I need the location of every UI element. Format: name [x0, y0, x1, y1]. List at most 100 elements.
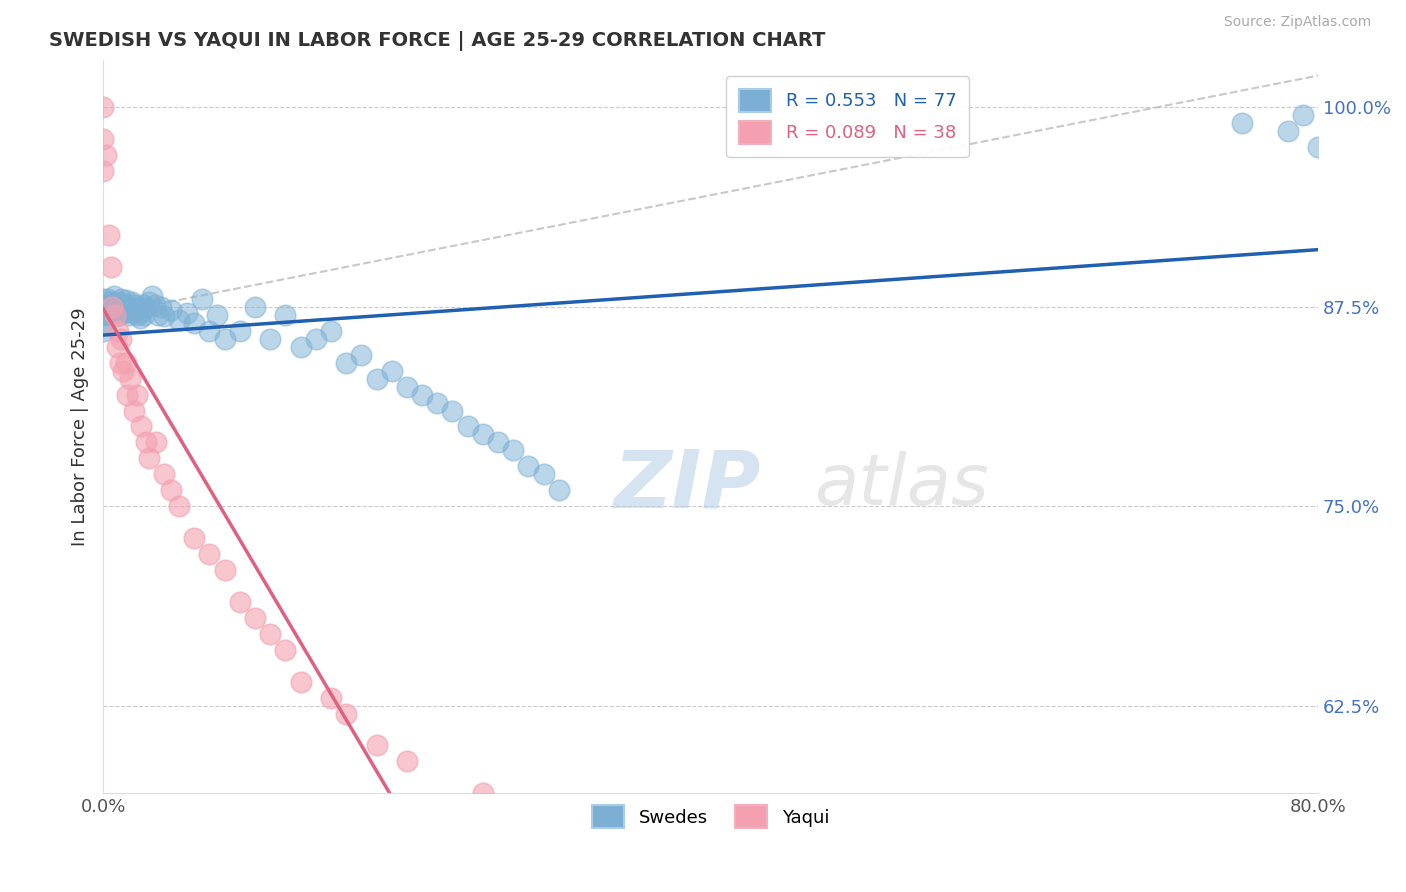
Point [183, 531, 205, 545]
Point [167, 500, 190, 514]
Point [143, 298, 166, 312]
Point [350, 348, 373, 362]
Point [117, 298, 139, 312]
Point [115, 356, 138, 370]
Point [205, 308, 228, 322]
Point [115, 293, 138, 308]
Point [107, 324, 129, 338]
Point [146, 308, 169, 322]
Point [381, 364, 404, 378]
Point [121, 295, 143, 310]
Point [124, 298, 146, 312]
Point [145, 435, 167, 450]
Point [100, 260, 122, 274]
Point [91, 308, 114, 322]
Point [243, 611, 266, 625]
Point [229, 324, 252, 338]
Point [110, 303, 132, 318]
Y-axis label: In Labor Force | Age 25-29: In Labor Force | Age 25-29 [72, 307, 89, 546]
Point [91, 132, 114, 146]
Point [91, 100, 114, 114]
Point [366, 739, 388, 753]
Point [96, 148, 118, 162]
Point [97, 292, 120, 306]
Point [122, 403, 145, 417]
Text: Source: ZipAtlas.com: Source: ZipAtlas.com [1223, 15, 1371, 29]
Point [100, 304, 122, 318]
Point [120, 301, 142, 316]
Point [104, 308, 127, 322]
Point [411, 387, 433, 401]
Point [105, 340, 128, 354]
Point [274, 308, 297, 322]
Point [486, 435, 509, 450]
Point [1277, 124, 1299, 138]
Point [243, 300, 266, 314]
Point [127, 301, 149, 316]
Point [138, 295, 160, 310]
Point [319, 690, 342, 705]
Point [176, 306, 198, 320]
Point [366, 371, 388, 385]
Point [229, 595, 252, 609]
Point [426, 395, 449, 409]
Point [107, 304, 129, 318]
Point [91, 300, 114, 314]
Point [259, 332, 281, 346]
Point [118, 308, 141, 322]
Point [1308, 140, 1330, 154]
Point [112, 300, 135, 314]
Point [135, 301, 157, 316]
Point [103, 288, 125, 302]
Point [122, 304, 145, 318]
Point [259, 627, 281, 641]
Point [134, 308, 156, 322]
Point [191, 292, 214, 306]
Point [129, 304, 152, 318]
Point [110, 332, 132, 346]
Point [125, 387, 148, 401]
Point [471, 427, 494, 442]
Point [101, 300, 124, 314]
Point [91, 324, 114, 338]
Point [96, 300, 118, 314]
Point [91, 316, 114, 330]
Point [335, 706, 357, 721]
Point [98, 308, 121, 322]
Point [110, 292, 132, 306]
Point [111, 306, 134, 320]
Point [91, 164, 114, 178]
Point [214, 563, 236, 577]
Point [305, 332, 328, 346]
Point [1230, 116, 1253, 130]
Point [517, 459, 540, 474]
Point [441, 403, 464, 417]
Point [153, 467, 176, 482]
Point [111, 364, 134, 378]
Point [101, 298, 124, 312]
Point [115, 304, 138, 318]
Point [108, 298, 131, 312]
Point [395, 755, 418, 769]
Point [138, 451, 160, 466]
Point [141, 288, 163, 302]
Point [135, 435, 157, 450]
Point [107, 295, 129, 310]
Point [128, 311, 150, 326]
Point [457, 419, 479, 434]
Point [319, 324, 342, 338]
Point [131, 298, 153, 312]
Point [120, 371, 142, 385]
Point [1292, 108, 1315, 122]
Point [290, 340, 312, 354]
Text: SWEDISH VS YAQUI IN LABOR FORCE | AGE 25-29 CORRELATION CHART: SWEDISH VS YAQUI IN LABOR FORCE | AGE 25… [49, 31, 825, 51]
Point [125, 308, 148, 322]
Point [167, 312, 190, 326]
Point [108, 356, 131, 370]
Point [91, 292, 114, 306]
Point [547, 483, 569, 498]
Point [105, 310, 128, 324]
Point [290, 674, 312, 689]
Point [274, 642, 297, 657]
Point [533, 467, 555, 482]
